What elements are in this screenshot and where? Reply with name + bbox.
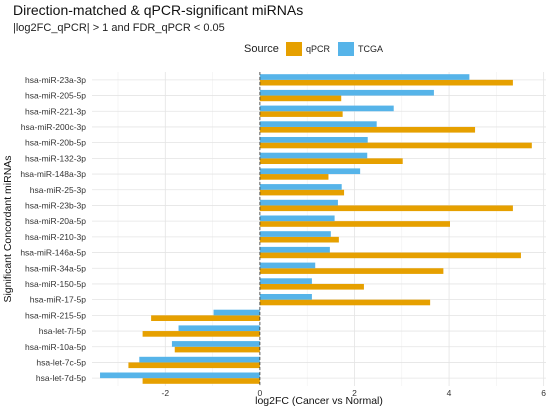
x-axis-title: log2FC (Cancer vs Normal) [255, 395, 383, 407]
y-tick-label: hsa-let-7d-5p [36, 373, 86, 383]
legend-title: Source [244, 43, 279, 55]
y-tick-label: hsa-let-7c-5p [36, 357, 86, 367]
x-tick-label: -2 [162, 388, 170, 398]
legend-label-tcga: TCGA [358, 44, 384, 54]
x-tick-label: 2 [352, 388, 357, 398]
y-tick-label: hsa-miR-148a-3p [20, 169, 86, 179]
bar-tcga-hsa-miR-148a-3p [259, 168, 361, 175]
bar-tcga-hsa-miR-210-3p [259, 231, 331, 237]
y-axis-title: Significant Concordant miRNAs [2, 155, 14, 302]
bar-qpcr-hsa-miR-132-3p [259, 158, 403, 165]
y-tick-label: hsa-miR-200c-3p [21, 122, 86, 132]
y-tick-label: hsa-let-7i-5p [39, 326, 87, 336]
bar-qpcr-hsa-miR-148a-3p [259, 174, 329, 180]
legend-key-qpcr [286, 42, 302, 56]
bar-tcga-hsa-let-7i-5p [178, 325, 260, 332]
legend-key-tcga [338, 42, 354, 56]
y-tick-label: hsa-miR-17-5p [30, 295, 86, 305]
x-tick-label: 4 [447, 388, 452, 398]
bar-tcga-hsa-miR-20a-5p [259, 215, 335, 222]
bar-tcga-hsa-miR-221-3p [259, 105, 394, 112]
bar-tcga-hsa-miR-20b-5p [259, 136, 368, 143]
bar-qpcr-hsa-let-7c-5p [128, 362, 260, 369]
y-tick-label: hsa-miR-25-3p [30, 185, 86, 195]
bar-qpcr-hsa-miR-215-5p [151, 315, 260, 322]
bar-qpcr-hsa-miR-34a-5p [259, 268, 444, 274]
bar-qpcr-hsa-let-7d-5p [142, 378, 260, 384]
bar-tcga-hsa-miR-23b-3p [259, 199, 338, 206]
y-tick-label: hsa-miR-23a-3p [25, 75, 86, 85]
bar-tcga-hsa-miR-10a-5p [171, 341, 260, 347]
bar-qpcr-hsa-miR-210-3p [259, 236, 339, 243]
y-tick-label: hsa-miR-23b-3p [25, 200, 86, 210]
bar-tcga-hsa-miR-215-5p [213, 309, 260, 316]
bar-tcga-hsa-let-7c-5p [139, 356, 260, 363]
bar-tcga-hsa-miR-132-3p [259, 152, 368, 159]
bar-tcga-hsa-let-7d-5p [100, 372, 260, 379]
bar-tcga-hsa-miR-34a-5p [259, 262, 316, 269]
bar-qpcr-hsa-miR-23a-3p [259, 79, 513, 86]
bar-tcga-hsa-miR-150-5p [259, 278, 312, 284]
bar-qpcr-hsa-miR-17-5p [259, 299, 431, 306]
x-tick-label: 6 [541, 388, 546, 398]
y-tick-label: hsa-miR-20a-5p [25, 216, 86, 226]
y-tick-label: hsa-miR-34a-5p [25, 263, 86, 273]
y-tick-label: hsa-miR-150-5p [25, 279, 86, 289]
bar-qpcr-hsa-miR-150-5p [259, 283, 364, 290]
y-tick-label: hsa-miR-210-3p [25, 232, 86, 242]
bar-qpcr-hsa-miR-25-3p [259, 189, 345, 196]
y-tick-label: hsa-miR-10a-5p [25, 342, 86, 352]
y-tick-label: hsa-miR-20b-5p [25, 138, 86, 148]
bar-qpcr-hsa-miR-146a-5p [259, 252, 521, 259]
bar-qpcr-hsa-miR-20a-5p [259, 221, 450, 227]
bar-qpcr-hsa-miR-20b-5p [259, 142, 532, 149]
y-tick-label: hsa-miR-205-5p [25, 91, 86, 101]
y-tick-label: hsa-miR-146a-5p [20, 248, 86, 258]
bar-tcga-hsa-miR-146a-5p [259, 246, 330, 253]
chart-subtitle: |log2FC_qPCR| > 1 and FDR_qPCR < 0.05 [13, 22, 225, 34]
legend-label-qpcr: qPCR [306, 44, 331, 54]
y-tick-label: hsa-miR-221-3p [25, 106, 86, 116]
x-tick-label: 0 [258, 388, 263, 398]
bar-qpcr-hsa-miR-200c-3p [259, 126, 476, 133]
bar-tcga-hsa-miR-200c-3p [259, 121, 377, 127]
chart-title: Direction-matched & qPCR-significant miR… [13, 2, 304, 18]
y-tick-label: hsa-miR-132-3p [25, 153, 86, 163]
bar-tcga-hsa-miR-23a-3p [259, 74, 470, 80]
bar-tcga-hsa-miR-205-5p [259, 89, 434, 96]
bar-qpcr-hsa-miR-10a-5p [174, 346, 260, 353]
bar-tcga-hsa-miR-25-3p [259, 184, 342, 190]
bar-qpcr-hsa-miR-221-3p [259, 111, 343, 117]
legend: Source qPCR TCGA [0, 40, 550, 60]
bar-qpcr-hsa-miR-23b-3p [259, 205, 513, 212]
bar-tcga-hsa-miR-17-5p [259, 293, 312, 300]
bar-qpcr-hsa-let-7i-5p [142, 331, 260, 337]
bar-qpcr-hsa-miR-205-5p [259, 95, 342, 102]
y-tick-label: hsa-miR-215-5p [25, 310, 86, 320]
